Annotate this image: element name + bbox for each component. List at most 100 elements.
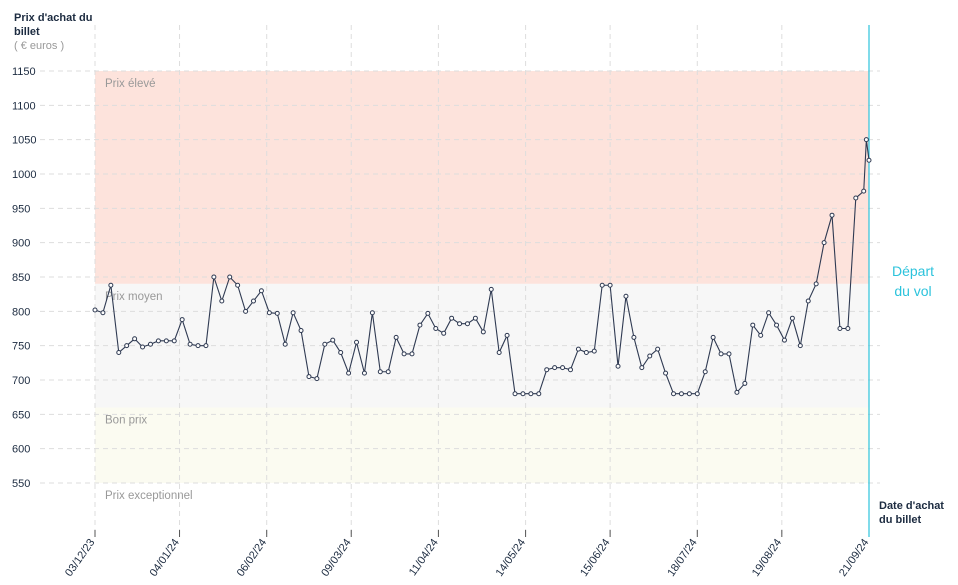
price-point: [480, 329, 486, 335]
price-point: [599, 282, 605, 288]
price-point: [520, 391, 526, 397]
price-point: [575, 346, 581, 352]
price-point: [219, 298, 225, 304]
price-point: [694, 391, 700, 397]
y-axis-title: Prix d'achat du billet: [14, 12, 93, 38]
price-point: [821, 240, 827, 246]
price-point: [591, 348, 597, 354]
price-point: [441, 330, 447, 336]
price-point: [354, 339, 360, 345]
price-point: [789, 315, 795, 321]
y-tick-label: 1000: [12, 169, 36, 181]
price-point: [92, 307, 98, 313]
price-point: [140, 344, 146, 350]
departure-label: Départ du vol: [891, 263, 935, 299]
price-point: [116, 350, 122, 356]
price-point: [179, 317, 185, 323]
price-point: [401, 351, 407, 357]
price-point: [623, 293, 629, 299]
price-point: [187, 341, 193, 347]
price-point: [100, 310, 106, 316]
x-tick-label: 19/08/24: [750, 537, 784, 579]
price-point: [734, 389, 740, 395]
y-tick-label: 900: [12, 238, 30, 250]
price-point: [290, 310, 296, 316]
price-band: [95, 407, 869, 483]
price-point: [433, 326, 439, 331]
price-point: [314, 376, 320, 382]
price-point: [853, 195, 859, 201]
y-tick-label: 750: [12, 341, 30, 353]
price-point: [639, 365, 645, 371]
price-point: [457, 321, 463, 327]
price-point: [647, 353, 653, 359]
price-point: [147, 341, 153, 347]
price-point: [837, 326, 843, 331]
x-tick-label: 14/05/24: [494, 537, 528, 579]
price-point: [750, 322, 756, 328]
price-point: [243, 308, 249, 314]
price-point: [655, 346, 661, 352]
price-point: [567, 367, 573, 373]
price-point: [805, 298, 811, 304]
price-point: [250, 298, 256, 304]
y-tick-label: 600: [12, 444, 30, 456]
price-point: [845, 326, 851, 331]
y-tick-label: 800: [12, 306, 30, 318]
price-point: [718, 351, 724, 357]
y-tick-label: 850: [12, 272, 30, 284]
price-point: [863, 137, 869, 143]
price-point: [338, 350, 344, 356]
price-point: [211, 274, 217, 280]
price-point: [425, 310, 431, 316]
y-tick-label: 650: [12, 409, 30, 421]
x-tick-label: 04/01/24: [148, 537, 182, 579]
price-point: [813, 281, 819, 287]
price-point: [274, 310, 280, 316]
y-tick-label: 700: [12, 375, 30, 387]
price-point: [472, 315, 478, 321]
price-point: [258, 288, 264, 294]
x-tick-label: 03/12/23: [63, 537, 97, 579]
price-point: [861, 188, 867, 194]
price-point: [132, 336, 138, 342]
price-point: [195, 343, 201, 349]
price-point: [583, 350, 589, 356]
price-point: [417, 322, 423, 328]
price-point: [227, 274, 233, 280]
price-point: [663, 370, 669, 376]
band-label: Prix moyen: [105, 291, 163, 303]
y-tick-label: 1100: [12, 100, 36, 112]
price-point: [409, 351, 415, 357]
x-tick-label: 18/07/24: [665, 537, 699, 579]
price-band: [95, 71, 869, 284]
band-label: Prix exceptionnel: [105, 490, 193, 502]
price-point: [671, 391, 677, 397]
price-point: [124, 343, 130, 349]
price-point: [866, 157, 872, 163]
price-point: [464, 321, 470, 327]
price-point: [536, 391, 542, 397]
price-point: [369, 310, 375, 316]
price-point: [298, 328, 304, 334]
price-point: [758, 332, 764, 338]
x-axis-title: Date d'achat du billet: [879, 500, 944, 526]
price-point: [528, 391, 534, 397]
y-tick-label: 1050: [12, 135, 36, 147]
price-point: [235, 282, 241, 288]
price-point: [774, 322, 780, 328]
x-tick-label: 09/03/24: [319, 537, 353, 579]
price-point: [496, 350, 502, 356]
band-label: Prix élevé: [105, 78, 156, 90]
x-tick-label: 21/09/24: [837, 537, 871, 579]
price-point: [742, 380, 748, 386]
y-tick-label: 550: [12, 478, 30, 490]
price-point: [385, 369, 391, 375]
price-point: [710, 334, 716, 340]
price-point: [797, 343, 803, 349]
band-label: Bon prix: [105, 414, 147, 426]
price-point: [108, 282, 114, 288]
price-point: [155, 338, 161, 344]
